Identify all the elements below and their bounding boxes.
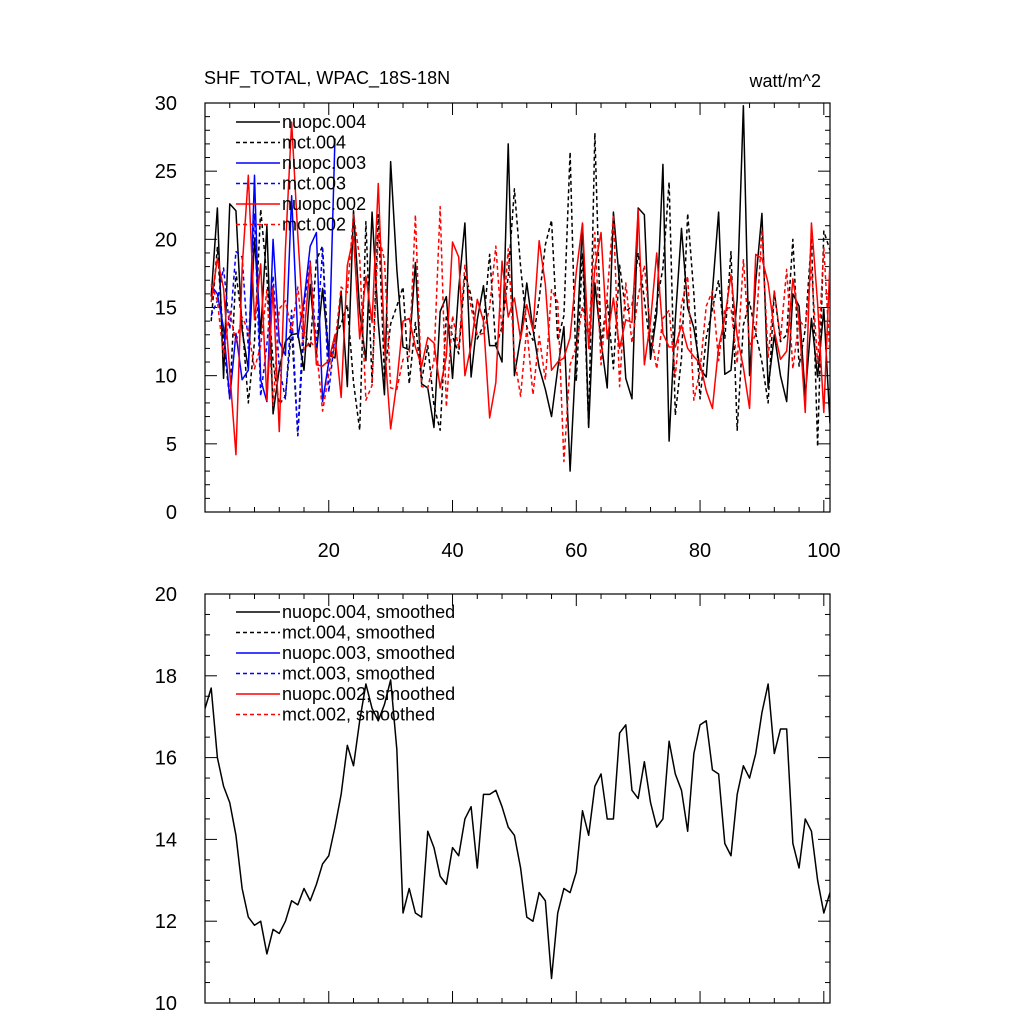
top-y-tick-label: 25 bbox=[155, 161, 177, 183]
top-x-tick-label: 60 bbox=[565, 540, 587, 562]
top-series-mct-004-line bbox=[210, 132, 830, 448]
bottom-y-tick-label: 18 bbox=[155, 666, 177, 688]
top-x-tick-label: 40 bbox=[441, 540, 463, 562]
top-series-nuopc-003-line bbox=[210, 138, 336, 403]
bottom-y-tick-label: 10 bbox=[155, 993, 177, 1015]
bottom-legend-label: mct.002, smoothed bbox=[282, 705, 435, 725]
top-legend-label: mct.003 bbox=[282, 174, 346, 194]
top-chart-title: SHF_TOTAL, WPAC_18S-18N bbox=[204, 68, 450, 89]
top-y-tick-label: 20 bbox=[155, 229, 177, 251]
top-legend-label: nuopc.002 bbox=[282, 194, 366, 214]
bottom-panel: 10 12 14 16 18 20 nuopc.004, smoothedmct.004, … bbox=[155, 584, 831, 1015]
top-y-tick-label: 30 bbox=[155, 93, 177, 115]
bottom-y-tick-label: 16 bbox=[155, 748, 177, 770]
top-legend-label: nuopc.004 bbox=[282, 112, 366, 132]
top-legend-label: mct.004 bbox=[282, 133, 346, 153]
bottom-y-tick-label: 14 bbox=[155, 829, 177, 851]
top-y-tick-label: 15 bbox=[155, 298, 177, 320]
top-y-tick-label: 0 bbox=[166, 502, 177, 524]
top-x-tick-label: 80 bbox=[689, 540, 711, 562]
top-legend-label: nuopc.003 bbox=[282, 153, 366, 173]
bottom-legend-label: nuopc.003, smoothed bbox=[282, 643, 455, 663]
bottom-plot-area: 10 12 14 16 18 20 nuopc.004, smoothedmct.004, … bbox=[155, 584, 831, 1015]
bottom-y-tick-label: 12 bbox=[155, 911, 177, 933]
bottom-legend-label: nuopc.002, smoothed bbox=[282, 684, 455, 704]
top-series-mct-002-line bbox=[210, 205, 830, 463]
top-series-group bbox=[210, 104, 830, 472]
top-series-mct-003-line bbox=[210, 212, 336, 437]
bottom-y-tick-label: 20 bbox=[155, 584, 177, 606]
bottom-legend-label: mct.003, smoothed bbox=[282, 664, 435, 684]
top-y-tick-label: 10 bbox=[155, 366, 177, 388]
top-plot-area: 20 40 60 80 100051015202530nuopc.004mct.004n… bbox=[155, 93, 841, 562]
bottom-series-nuopc-004-smoothed-line bbox=[205, 679, 830, 980]
bottom-series-group bbox=[205, 679, 830, 980]
top-chart-units: watt/m^2 bbox=[749, 71, 821, 91]
bottom-legend-label: mct.004, smoothed bbox=[282, 623, 435, 643]
top-x-tick-label: 20 bbox=[318, 540, 340, 562]
top-legend-label: mct.002 bbox=[282, 215, 346, 235]
bottom-legend-label: nuopc.004, smoothed bbox=[282, 602, 455, 622]
top-panel: SHF_TOTAL, WPAC_18S-18N watt/m^2 20 40 60 8… bbox=[155, 68, 841, 562]
top-x-tick-label: 100 bbox=[807, 540, 840, 562]
top-y-tick-label: 5 bbox=[166, 434, 177, 456]
top-series-nuopc-002-line bbox=[210, 121, 830, 456]
